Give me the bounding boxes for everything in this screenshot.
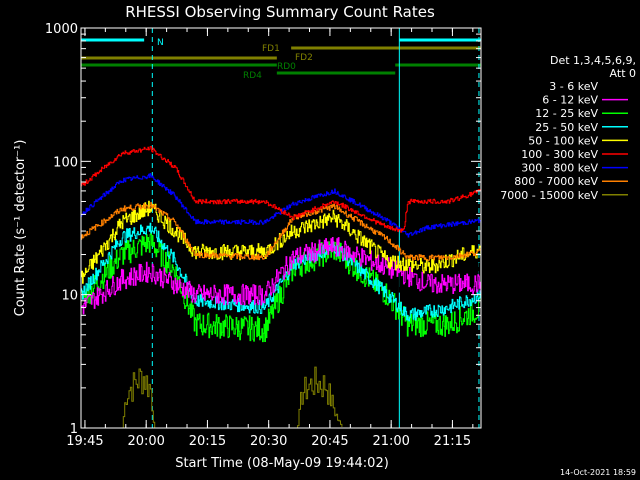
legend-label-12-25-kev: 12 - 25 keV	[535, 107, 598, 120]
legend-label-800-7000-kev: 800 - 7000 keV	[514, 175, 598, 188]
x-tick-label: 19:45	[66, 434, 103, 449]
timestamp: 14-Oct-2021 18:59	[560, 468, 636, 477]
legend-label-100-300-kev: 100 - 300 keV	[521, 148, 598, 161]
series-line-50-100-kev	[81, 200, 482, 284]
plot-frame	[80, 27, 482, 429]
x-tick-label: 20:15	[189, 434, 226, 449]
flag-label-rd4: RD4	[243, 71, 262, 81]
legend-label-300-800-kev: 300 - 800 keV	[521, 162, 598, 175]
legend-label-6-12-kev: 6 - 12 keV	[542, 94, 598, 107]
flag-label-fd2: FD2	[295, 53, 313, 63]
series-line-7000-15000-kev	[121, 366, 343, 429]
y-tick-label: 10	[61, 289, 78, 304]
series-line-3-6-kev	[81, 239, 482, 344]
flag-label-fd1: FD1	[262, 44, 280, 54]
chart-title: RHESSI Observing Summary Count Rates	[125, 3, 435, 21]
series-line-12-25-kev	[81, 230, 482, 343]
flag-label-rd0: RD0	[277, 62, 296, 72]
series-line-800-7000-kev	[81, 202, 482, 261]
x-tick-label: 20:00	[127, 434, 164, 449]
series-line-100-300-kev	[81, 146, 482, 233]
legend-label-7000-15000-kev: 7000 - 15000 keV	[500, 189, 598, 202]
legend-subtitle: Att 0	[610, 67, 636, 80]
x-tick-label: 21:00	[372, 434, 409, 449]
x-tick-label: 21:15	[434, 434, 471, 449]
series-line-6-12-kev	[81, 237, 482, 315]
y-tick-label: 100	[53, 155, 78, 170]
y-tick-label: 1000	[45, 22, 78, 37]
series-line-25-50-kev	[81, 222, 482, 322]
y-axis-label: Count Rate (s⁻¹ detector⁻¹)	[13, 140, 28, 317]
x-tick-label: 20:45	[311, 434, 348, 449]
legend-title: Det 1,3,4,5,6,9,	[550, 54, 636, 67]
legend-label-50-100-kev: 50 - 100 keV	[528, 134, 598, 147]
flag-label-n: N	[157, 38, 164, 48]
x-axis-label: Start Time (08-May-09 19:44:02)	[175, 456, 389, 471]
x-tick-label: 20:30	[250, 434, 287, 449]
series-line-300-800-kev	[81, 173, 482, 238]
legend-label-3-6-kev: 3 - 6 keV	[549, 80, 598, 93]
legend-label-25-50-kev: 25 - 50 keV	[535, 121, 598, 134]
y-tick-label: 1	[70, 422, 78, 437]
